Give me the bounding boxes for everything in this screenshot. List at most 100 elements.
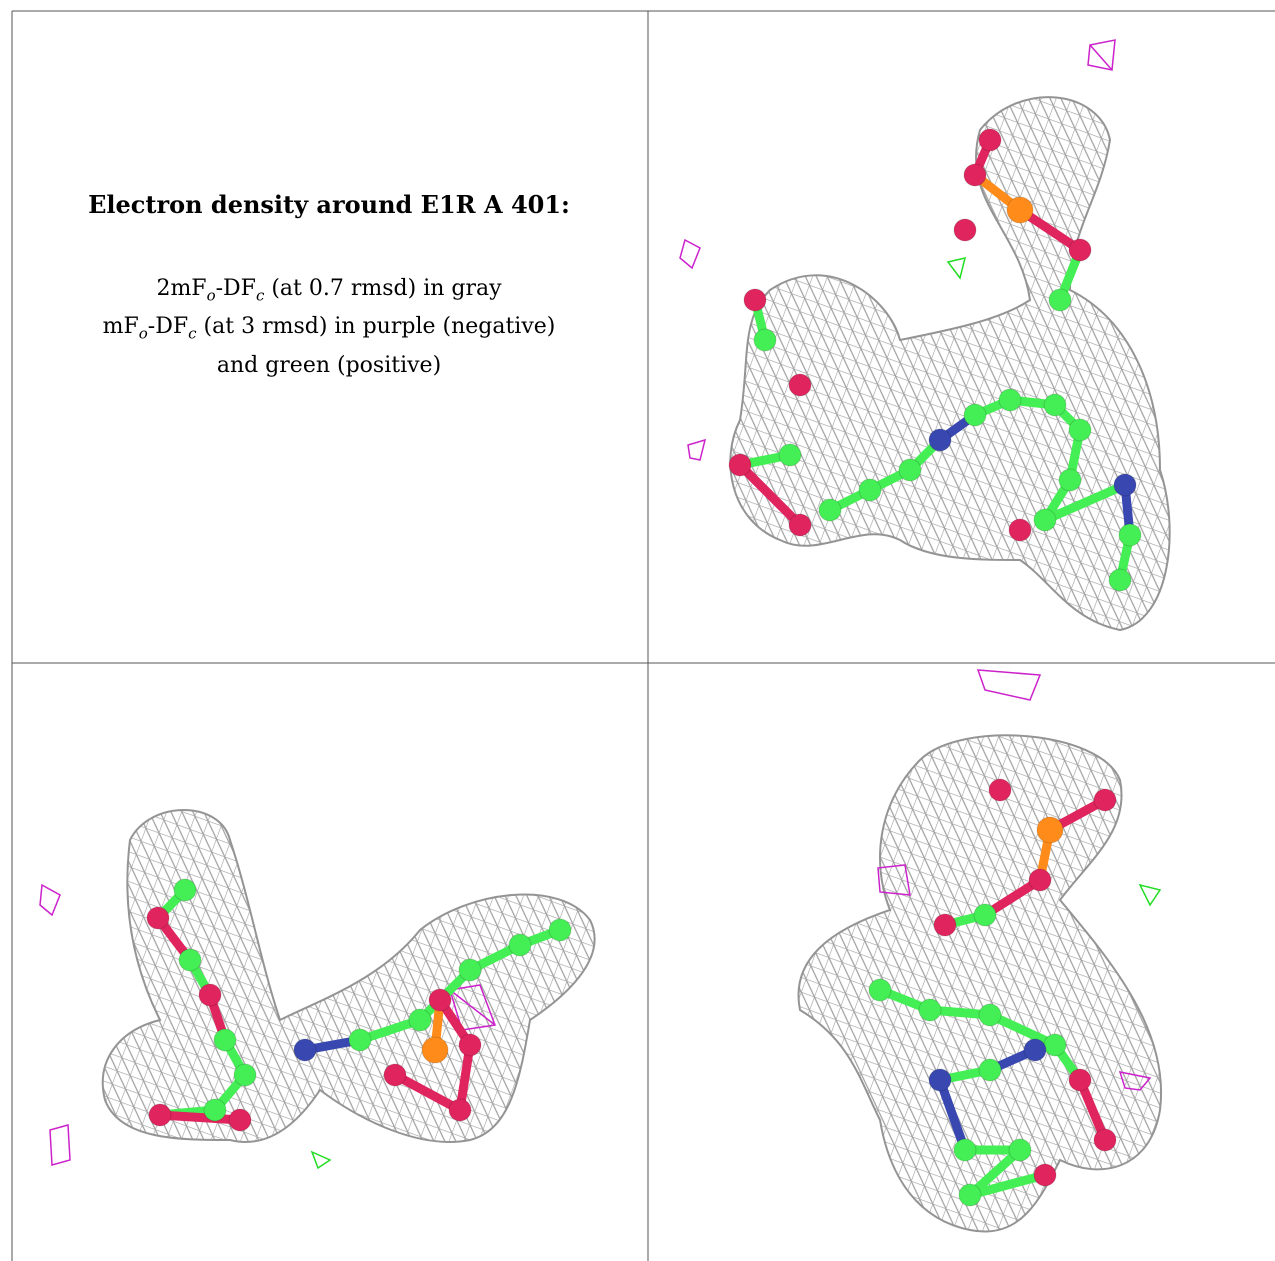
atom-o: [228, 1108, 252, 1132]
atom-c: [858, 478, 882, 502]
positive-blob-3: [1138, 883, 1162, 907]
atom-o: [1093, 788, 1117, 812]
atom-c: [458, 958, 482, 982]
bond: [390, 1070, 465, 1115]
atom-o: [788, 373, 812, 397]
positive-blob-1: [946, 256, 967, 280]
bond: [965, 1170, 1050, 1200]
caption-fofc-rest: (at 3 rmsd) in purple (negative): [196, 314, 556, 340]
atom-o: [933, 913, 957, 937]
positive-blob-2: [310, 1150, 332, 1170]
atom-c: [1068, 418, 1092, 442]
atom-o: [198, 983, 222, 1007]
mesh-negative-blobs: [39, 39, 1152, 1166]
atom-c: [233, 1063, 257, 1087]
atom-o: [383, 1063, 407, 1087]
atom-c: [868, 978, 892, 1002]
mesh-2fofc-bottom-right: [797, 734, 1163, 1233]
caption-2fofc-sub-o: o: [206, 286, 216, 305]
atom-c: [348, 1028, 372, 1052]
atom-p: [1036, 816, 1064, 844]
caption-fofc-sub-o: o: [138, 324, 148, 343]
caption-fofc-mid: -DF: [147, 314, 189, 340]
caption-line-2fofc: 2mFo-DFc (at 0.7 rmsd) in gray: [12, 273, 646, 311]
atom-o: [978, 128, 1002, 152]
atom-c: [1108, 568, 1132, 592]
caption-fofc-sub-c: c: [188, 324, 197, 343]
bond: [985, 1010, 1060, 1050]
atom-c: [1058, 468, 1082, 492]
atom-o: [148, 1103, 172, 1127]
negative-blob-7: [976, 669, 1042, 701]
negative-blob-2: [679, 238, 701, 270]
atom-n: [928, 428, 952, 452]
atom-o: [988, 778, 1012, 802]
atom-o: [728, 453, 752, 477]
caption-line-fofc: mFo-DFc (at 3 rmsd) in purple (negative): [12, 311, 646, 349]
atom-c: [173, 878, 197, 902]
atom-c: [1008, 1138, 1032, 1162]
atom-c: [1043, 393, 1067, 417]
atom-p: [421, 1036, 449, 1064]
atom-o: [1068, 238, 1092, 262]
negative-blob-6: [449, 984, 497, 1031]
bond: [965, 1145, 1025, 1200]
bond: [935, 1075, 970, 1155]
atom-c: [408, 1008, 432, 1032]
atom-c: [973, 903, 997, 927]
mesh-positive-blobs: [310, 256, 1162, 1170]
negative-blob-9: [1118, 1071, 1152, 1091]
atom-c: [203, 1098, 227, 1122]
atom-c: [178, 948, 202, 972]
atom-c: [978, 1003, 1002, 1027]
atom-o: [788, 513, 812, 537]
atom-n: [293, 1038, 317, 1062]
atom-o: [1068, 1068, 1092, 1092]
negative-blob-1: [1087, 39, 1116, 71]
atom-o: [1033, 1163, 1057, 1187]
atom-c: [998, 388, 1022, 412]
atom-c: [918, 998, 942, 1022]
caption-fofc-prefix: mF: [102, 314, 139, 340]
atom-c: [753, 328, 777, 352]
atom-c: [1118, 523, 1142, 547]
atom-o: [963, 163, 987, 187]
atom-o: [1093, 1128, 1117, 1152]
atom-o: [448, 1098, 472, 1122]
caption-line-colors: and green (positive): [216, 352, 442, 378]
mesh-2fofc-bottom-left: [101, 809, 596, 1143]
negative-blob-4: [39, 883, 61, 917]
atom-o: [428, 988, 452, 1012]
atom-c: [818, 498, 842, 522]
atom-o: [743, 288, 767, 312]
negative-blob-5: [49, 1124, 71, 1166]
atom-c: [958, 1183, 982, 1207]
atom-c: [508, 933, 532, 957]
atom-c: [548, 918, 572, 942]
mesh-2fofc-top-right: [729, 96, 1171, 632]
atom-o: [1028, 868, 1052, 892]
caption-2fofc-sub-c: c: [255, 286, 265, 305]
atom-p: [1006, 196, 1034, 224]
atom-n: [928, 1068, 952, 1092]
atom-o: [146, 906, 170, 930]
atom-o: [953, 218, 977, 242]
negative-blob-8: [877, 864, 911, 896]
figure-caption: Electron density around E1R A 401: 2mFo-…: [12, 190, 646, 381]
atom-c: [1033, 508, 1057, 532]
atom-c: [1043, 1033, 1067, 1057]
atom-c: [1048, 288, 1072, 312]
caption-2fofc-mid: -DF: [215, 276, 256, 301]
atom-n: [1023, 1038, 1047, 1062]
bond: [1040, 480, 1130, 525]
negative-blob-3: [687, 438, 707, 461]
caption-2fofc-prefix: 2mF: [156, 276, 207, 301]
atom-c: [213, 1028, 237, 1052]
atom-c: [963, 403, 987, 427]
atom-c: [953, 1138, 977, 1162]
atom-c: [898, 458, 922, 482]
bond: [155, 1110, 245, 1125]
atom-c: [978, 1058, 1002, 1082]
